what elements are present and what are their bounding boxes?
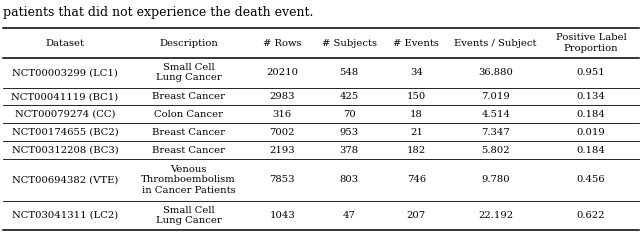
Text: Breast Cancer: Breast Cancer <box>152 128 225 137</box>
Text: 150: 150 <box>406 92 426 101</box>
Text: 425: 425 <box>340 92 359 101</box>
Text: # Subjects: # Subjects <box>322 39 377 47</box>
Text: 7002: 7002 <box>269 128 295 137</box>
Text: 4.514: 4.514 <box>481 110 510 119</box>
Text: Breast Cancer: Breast Cancer <box>152 92 225 101</box>
Text: 1043: 1043 <box>269 211 295 220</box>
Text: 20210: 20210 <box>266 68 298 77</box>
Text: # Events: # Events <box>394 39 439 47</box>
Text: NCT00079274 (CC): NCT00079274 (CC) <box>15 110 115 119</box>
Text: 7853: 7853 <box>269 175 295 184</box>
Text: 22.192: 22.192 <box>478 211 513 220</box>
Text: NCT00003299 (LC1): NCT00003299 (LC1) <box>12 68 118 77</box>
Text: # Rows: # Rows <box>263 39 301 47</box>
Text: 36.880: 36.880 <box>478 68 513 77</box>
Text: Description: Description <box>159 39 218 47</box>
Text: NCT03041311 (LC2): NCT03041311 (LC2) <box>12 211 118 220</box>
Text: 182: 182 <box>406 145 426 155</box>
Text: 7.347: 7.347 <box>481 128 510 137</box>
Text: 70: 70 <box>343 110 356 119</box>
Text: 5.802: 5.802 <box>481 145 510 155</box>
Text: 2193: 2193 <box>269 145 295 155</box>
Text: 21: 21 <box>410 128 423 137</box>
Text: 2983: 2983 <box>269 92 295 101</box>
Text: NCT00694382 (VTE): NCT00694382 (VTE) <box>12 175 118 184</box>
Text: Small Cell
Lung Cancer: Small Cell Lung Cancer <box>156 206 221 225</box>
Text: NCT00312208 (BC3): NCT00312208 (BC3) <box>12 145 118 155</box>
Text: 34: 34 <box>410 68 423 77</box>
Text: 378: 378 <box>340 145 359 155</box>
Text: 548: 548 <box>340 68 359 77</box>
Text: Venous
Thromboembolism
in Cancer Patients: Venous Thromboembolism in Cancer Patient… <box>141 165 236 195</box>
Text: 953: 953 <box>340 128 359 137</box>
Text: NCT00174655 (BC2): NCT00174655 (BC2) <box>12 128 118 137</box>
Text: Colon Cancer: Colon Cancer <box>154 110 223 119</box>
Text: 316: 316 <box>273 110 292 119</box>
Text: 0.134: 0.134 <box>577 92 605 101</box>
Text: 9.780: 9.780 <box>481 175 510 184</box>
Text: patients that did not experience the death event.: patients that did not experience the dea… <box>3 6 314 19</box>
Text: Positive Label
Proportion: Positive Label Proportion <box>556 33 627 53</box>
Text: 0.951: 0.951 <box>577 68 605 77</box>
Text: 803: 803 <box>340 175 359 184</box>
Text: 0.456: 0.456 <box>577 175 605 184</box>
Text: 207: 207 <box>407 211 426 220</box>
Text: Dataset: Dataset <box>45 39 84 47</box>
Text: 18: 18 <box>410 110 423 119</box>
Text: Breast Cancer: Breast Cancer <box>152 145 225 155</box>
Text: NCT00041119 (BC1): NCT00041119 (BC1) <box>12 92 118 101</box>
Text: 7.019: 7.019 <box>481 92 510 101</box>
Text: 0.622: 0.622 <box>577 211 605 220</box>
Text: 0.184: 0.184 <box>577 110 605 119</box>
Text: Small Cell
Lung Cancer: Small Cell Lung Cancer <box>156 63 221 82</box>
Text: 0.019: 0.019 <box>577 128 605 137</box>
Text: 746: 746 <box>407 175 426 184</box>
Text: 0.184: 0.184 <box>577 145 605 155</box>
Text: Events / Subject: Events / Subject <box>454 39 537 47</box>
Text: 47: 47 <box>343 211 356 220</box>
